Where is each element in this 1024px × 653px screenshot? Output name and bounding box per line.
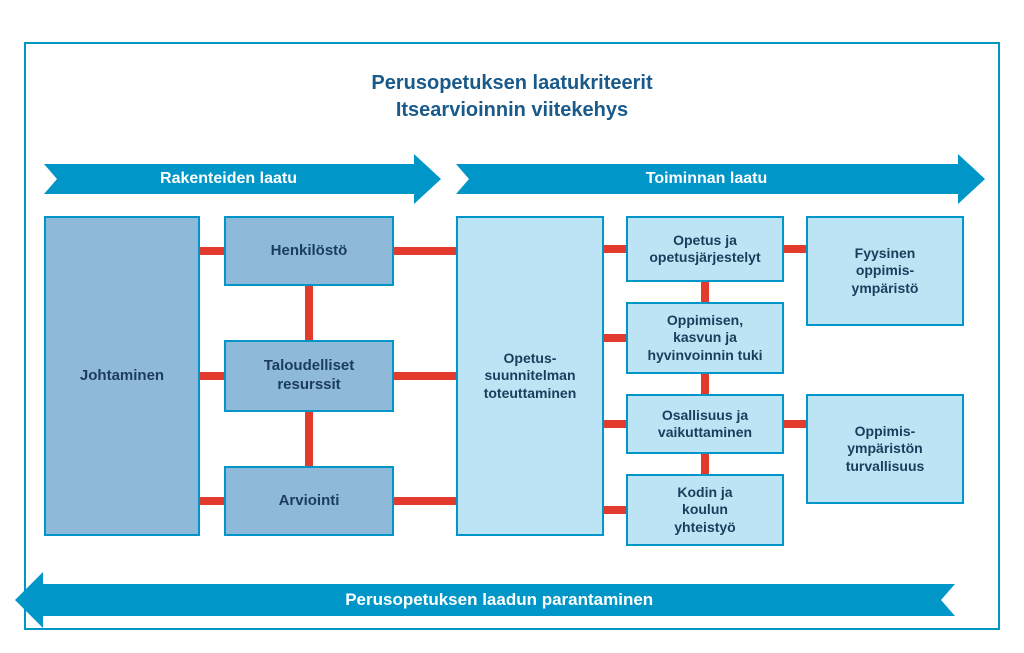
arrow-head-icon — [15, 572, 43, 628]
connector-vertical — [701, 454, 709, 474]
arrow-head-icon — [958, 154, 985, 204]
box-label-line: Oppimis- — [855, 423, 916, 441]
box-label-line: Kodin ja — [677, 484, 732, 502]
box-label-line: Johtaminen — [80, 367, 164, 386]
box-label-line: yhteistyö — [674, 519, 735, 537]
box-label-line: turvallisuus — [846, 458, 925, 476]
box-label-line: opetusjärjestelyt — [649, 249, 760, 267]
arrow-tail-notch — [456, 164, 469, 194]
box-label-line: koulun — [682, 501, 728, 519]
connector-horizontal — [394, 497, 456, 505]
connector-horizontal — [394, 247, 456, 255]
box-label-line: vaikuttaminen — [658, 424, 752, 442]
box-label-line: kasvun ja — [673, 329, 737, 347]
connector-horizontal — [604, 506, 626, 514]
box-label-line: toteuttaminen — [484, 385, 577, 403]
box-taloudelliset: Taloudellisetresurssit — [224, 340, 394, 412]
arrow-label: Rakenteiden laatu — [44, 164, 414, 194]
arrow-tail-notch — [941, 584, 955, 616]
arrow-label: Toiminnan laatu — [456, 164, 958, 194]
box-label-line: Arviointi — [279, 492, 340, 511]
connector-horizontal — [604, 334, 626, 342]
connector-horizontal — [200, 247, 224, 255]
box-henkilosto: Henkilöstö — [224, 216, 394, 286]
title-line-2: Itsearvioinnin viitekehys — [0, 97, 1024, 124]
diagram-title: Perusopetuksen laatukriteerit Itsearvioi… — [0, 70, 1024, 124]
connector-horizontal — [784, 245, 806, 253]
box-label-line: Opetus- — [504, 350, 557, 368]
connector-vertical — [305, 412, 313, 466]
connector-vertical — [701, 374, 709, 394]
box-label-line: oppimis- — [856, 262, 914, 280]
box-label-line: resurssit — [277, 376, 340, 395]
connector-horizontal — [200, 497, 224, 505]
connector-horizontal — [784, 420, 806, 428]
title-line-1: Perusopetuksen laatukriteerit — [0, 70, 1024, 97]
box-label-line: Opetus ja — [673, 232, 737, 250]
connector-horizontal — [604, 420, 626, 428]
box-fyysinen: Fyysinenoppimis-ympäristö — [806, 216, 964, 326]
arrow-label: Perusopetuksen laadun parantaminen — [43, 584, 955, 616]
box-turvallisuus: Oppimis-ympäristönturvallisuus — [806, 394, 964, 504]
box-kodin: Kodin jakoulunyhteistyö — [626, 474, 784, 546]
box-label-line: Osallisuus ja — [662, 407, 748, 425]
arrow-head-icon — [414, 154, 441, 204]
connector-vertical — [701, 282, 709, 302]
connector-horizontal — [604, 245, 626, 253]
arrow-perusopetuksen-laadun-parantaminen: Perusopetuksen laadun parantaminen — [15, 584, 955, 616]
box-oppimisen: Oppimisen,kasvun jahyvinvoinnin tuki — [626, 302, 784, 374]
box-label-line: suunnitelman — [484, 367, 575, 385]
arrow-tail-notch — [44, 164, 57, 194]
box-label-line: ympäristön — [847, 440, 922, 458]
box-label-line: Henkilöstö — [271, 242, 348, 261]
box-johtaminen: Johtaminen — [44, 216, 200, 536]
box-opetussuunnitelma: Opetus-suunnitelmantoteuttaminen — [456, 216, 604, 536]
arrow-toiminnan-laatu: Toiminnan laatu — [456, 164, 985, 194]
connector-horizontal — [394, 372, 456, 380]
box-osallisuus: Osallisuus javaikuttaminen — [626, 394, 784, 454]
box-arviointi: Arviointi — [224, 466, 394, 536]
box-label-line: Fyysinen — [855, 245, 916, 263]
box-label-line: ympäristö — [852, 280, 919, 298]
box-opetus: Opetus jaopetusjärjestelyt — [626, 216, 784, 282]
connector-vertical — [305, 286, 313, 340]
arrow-rakenteiden-laatu: Rakenteiden laatu — [44, 164, 441, 194]
connector-horizontal — [200, 372, 224, 380]
box-label-line: Taloudelliset — [264, 357, 355, 376]
box-label-line: hyvinvoinnin tuki — [647, 347, 762, 365]
box-label-line: Oppimisen, — [667, 312, 743, 330]
